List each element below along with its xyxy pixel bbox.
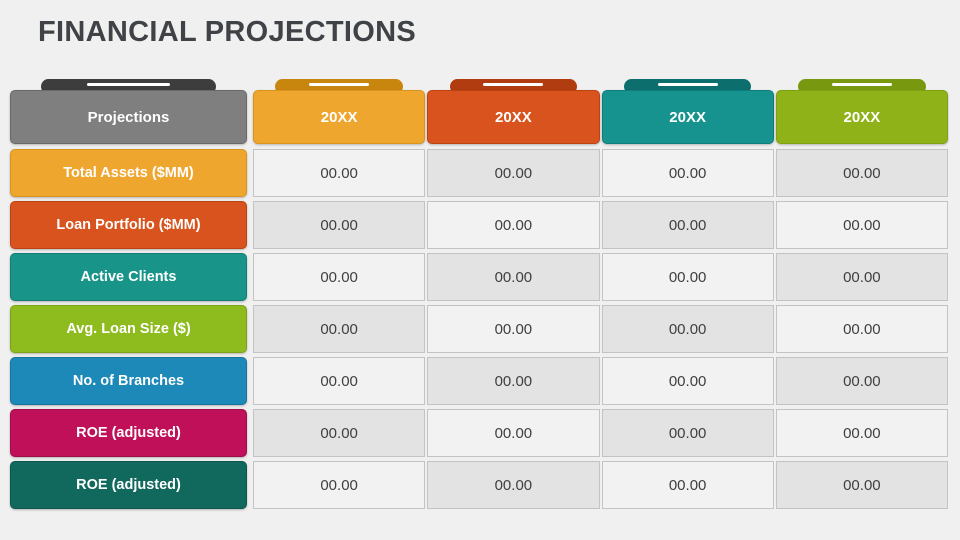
value-cell: 00.00: [427, 305, 600, 353]
value-cell: 00.00: [427, 409, 600, 457]
header-projections-label: Projections: [87, 108, 170, 126]
value-cell: 00.00: [775, 305, 948, 353]
table-row: Total Assets ($MM) 00.00 00.00 00.00 00.00: [10, 149, 948, 197]
value-cell: 00.00: [253, 305, 426, 353]
table-row: ROE (adjusted) 00.00 00.00 00.00 00.00: [10, 409, 948, 457]
table-row: ROE (adjusted) 00.00 00.00 00.00 00.00: [10, 461, 948, 509]
header-projections-box: Projections: [10, 90, 247, 144]
value-cell: 00.00: [253, 201, 426, 249]
row-label: ROE (adjusted): [10, 409, 247, 457]
tab-line: [87, 83, 170, 86]
tab-line: [483, 83, 544, 86]
value-cell: 00.00: [601, 201, 774, 249]
year-column: 20XX: [775, 79, 948, 144]
row-label: ROE (adjusted): [10, 461, 247, 509]
row-label: No. of Branches: [10, 357, 247, 405]
year-column: 20XX: [601, 79, 774, 144]
table-row: Avg. Loan Size ($) 00.00 00.00 00.00 00.00: [10, 305, 948, 353]
value-cell: 00.00: [601, 149, 774, 197]
page-title: FINANCIAL PROJECTIONS: [38, 16, 416, 48]
year-header: 20XX: [253, 90, 426, 144]
value-cell: 00.00: [775, 149, 948, 197]
value-cell: 00.00: [253, 149, 426, 197]
projections-table: Projections 20XX 20XX 20XX 20XX Total Asset…: [10, 79, 948, 513]
table-row: Active Clients 00.00 00.00 00.00 00.00: [10, 253, 948, 301]
tab-line: [657, 83, 718, 86]
year-column: 20XX: [253, 79, 426, 144]
value-cell: 00.00: [601, 461, 774, 509]
value-cell: 00.00: [601, 357, 774, 405]
table-row: No. of Branches 00.00 00.00 00.00 00.00: [10, 357, 948, 405]
value-cell: 00.00: [775, 461, 948, 509]
value-cell: 00.00: [253, 357, 426, 405]
value-cell: 00.00: [253, 253, 426, 301]
value-cell: 00.00: [427, 253, 600, 301]
value-cell: 00.00: [601, 409, 774, 457]
table-rows: Total Assets ($MM) 00.00 00.00 00.00 00.00 Lo…: [10, 149, 948, 509]
row-label: Loan Portfolio ($MM): [10, 201, 247, 249]
value-cell: 00.00: [601, 305, 774, 353]
value-cell: 00.00: [427, 357, 600, 405]
row-label: Active Clients: [10, 253, 247, 301]
value-cell: 00.00: [253, 409, 426, 457]
row-label: Avg. Loan Size ($): [10, 305, 247, 353]
value-cell: 00.00: [427, 149, 600, 197]
value-cell: 00.00: [775, 357, 948, 405]
value-cell: 00.00: [775, 201, 948, 249]
tab-line: [831, 83, 892, 86]
value-cell: 00.00: [601, 253, 774, 301]
header-projections-column: Projections: [10, 79, 247, 144]
year-header: 20XX: [775, 90, 948, 144]
table-row: Loan Portfolio ($MM) 00.00 00.00 00.00 00.00: [10, 201, 948, 249]
value-cell: 00.00: [427, 461, 600, 509]
tab-line: [309, 83, 370, 86]
year-header: 20XX: [427, 90, 600, 144]
year-header: 20XX: [601, 90, 774, 144]
value-cell: 00.00: [253, 461, 426, 509]
value-cell: 00.00: [427, 201, 600, 249]
table-header-row: Projections 20XX 20XX 20XX 20XX: [10, 79, 948, 144]
value-cell: 00.00: [775, 409, 948, 457]
value-cell: 00.00: [775, 253, 948, 301]
year-column: 20XX: [427, 79, 600, 144]
row-label: Total Assets ($MM): [10, 149, 247, 197]
